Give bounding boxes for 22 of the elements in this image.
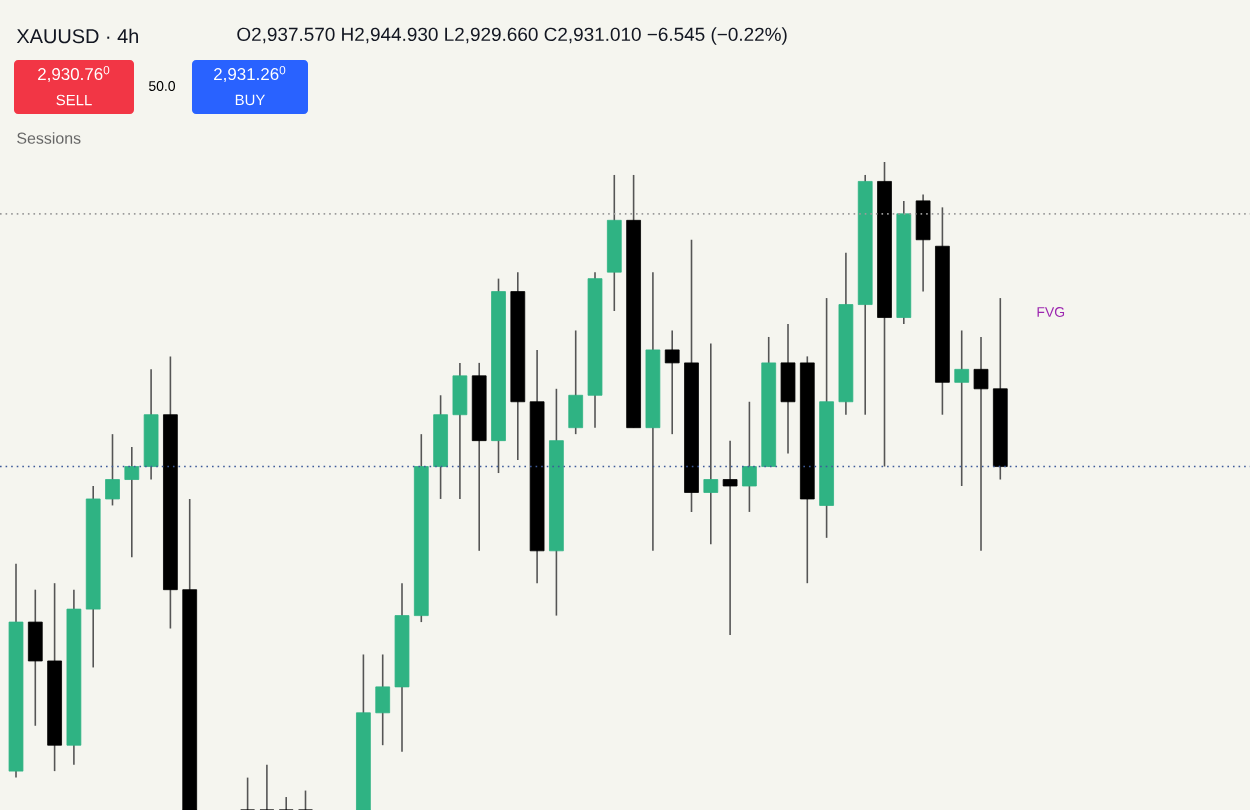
candlestick: [742, 400, 757, 513]
candlestick: [954, 329, 970, 487]
candlestick: [124, 446, 140, 559]
chart-subtitle: O2,937.570 H2,944.930 L2,929.660 C2,931.010 −6.545 (−0.22%): [237, 27, 787, 45]
candlestick: [452, 362, 468, 500]
candlestick: [703, 342, 719, 546]
candlestick: [240, 776, 255, 810]
text: 2,931.26$^{0}$: [214, 65, 286, 83]
candlestick: [722, 439, 738, 636]
text: 2,930.76$^{0}$: [38, 65, 110, 83]
candlestick: [780, 323, 796, 455]
candlestick: [973, 336, 989, 552]
candlestick: [375, 653, 391, 746]
candlestick: [278, 796, 294, 810]
candlestick: [298, 789, 313, 810]
candlestick: [27, 588, 43, 727]
candlestick: [259, 763, 275, 810]
candlestick: [915, 193, 931, 293]
candlestick: [105, 433, 120, 507]
candlestick: [568, 329, 584, 435]
chart-title: XAUUSD · 4h: [16, 28, 138, 44]
candlestick: [664, 329, 680, 435]
